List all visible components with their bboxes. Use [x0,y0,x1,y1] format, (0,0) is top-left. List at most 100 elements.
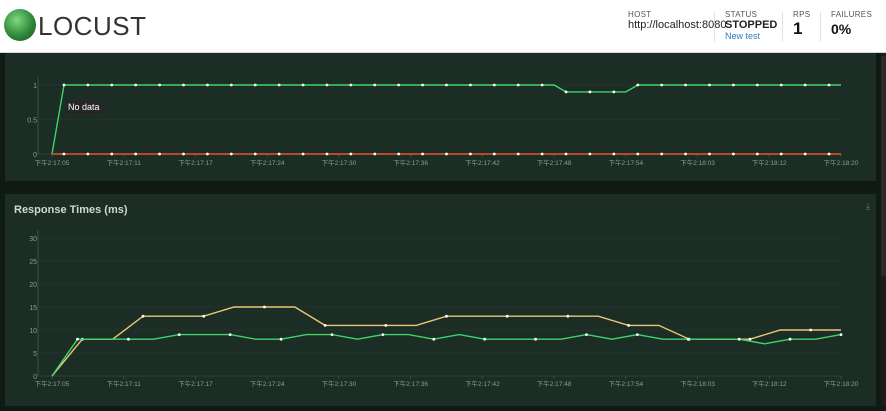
host-stat: HOST http://localhost:8080 [628,10,726,31]
header-divider [820,12,821,42]
x-tick-label: 下午2:17:24 [250,158,285,167]
data-point [384,324,388,327]
rps-chart: 0 0.5 1 下午2:17:05 下午2:17:11 下午2:17:17 下午2:17:2… [27,77,859,167]
y-tick-label: 0 [33,152,37,159]
data-point [421,83,424,87]
x-tick-label: 下午2:17:30 [322,379,357,388]
data-point [325,152,329,156]
new-test-link[interactable]: New test [725,31,761,41]
data-point [540,152,544,156]
chart-title: Response Times (ms) [14,204,128,216]
x-tick-label: 下午2:17:36 [393,379,428,388]
data-point [588,152,592,156]
data-point [827,83,831,87]
data-point [349,83,353,87]
x-tick-label: 下午2:17:11 [107,379,142,388]
data-point [421,152,424,156]
data-point [564,90,568,94]
scrollbar-thumb[interactable] [881,56,886,276]
x-tick-label: 下午2:17:48 [537,379,572,388]
rps-chart-panel: 0 0.5 1 下午2:17:05 下午2:17:11 下午2:17:17 下午2:17:2… [5,53,876,181]
response-times-chart: 0 5 10 15 20 25 30 下午2:17:05 下午2:17:11 下午2:17:17 下… [29,230,859,388]
data-point [445,314,448,318]
data-point [748,337,752,341]
locust-logo-icon [4,9,36,41]
data-point [206,152,209,156]
rps-label: RPS [793,10,811,19]
host-value: http://localhost:8080 [628,19,727,31]
data-point [432,337,436,341]
data-point [279,337,283,341]
data-point [158,152,161,156]
rps-value: 1 [793,19,803,38]
header-divider [782,12,783,42]
data-point [566,314,570,318]
data-point [516,152,520,156]
data-point [660,152,664,156]
data-point [182,83,185,87]
data-point [505,314,509,318]
data-point [277,152,281,156]
y-tick-label: 0.5 [27,118,37,125]
download-icon[interactable]: ⤓ [866,201,870,211]
data-point [708,152,711,156]
data-point [827,152,831,156]
x-tick-label: 下午2:17:48 [537,158,572,167]
data-point [349,152,353,156]
x-tick-label: 下午2:18:20 [824,379,859,388]
data-point [202,314,206,318]
x-tick-label: 下午2:18:03 [680,158,715,167]
data-point [534,337,537,341]
failures-value: 0% [831,21,852,37]
x-tick-label: 下午2:17:17 [178,379,213,388]
data-point [445,152,448,156]
y-tick-label: 25 [29,259,37,266]
data-point [86,152,90,156]
data-point [684,152,687,156]
data-point [445,83,448,87]
x-tick-label: 下午2:18:12 [752,158,787,167]
data-point [737,337,741,341]
data-point [839,333,843,336]
data-point [86,83,90,87]
data-point [373,83,377,87]
data-point [253,152,257,156]
data-point [732,152,735,156]
y-tick-label: 1 [33,83,37,90]
data-point [110,152,114,156]
data-point [62,83,66,87]
x-tick-label: 下午2:17:30 [322,158,357,167]
data-point [755,152,759,156]
data-point [708,83,711,87]
data-point [177,333,181,336]
x-tick-label: 下午2:17:42 [465,158,500,167]
data-point [469,83,472,87]
rps-stat: RPS 1 [793,10,810,39]
y-tick-label: 15 [29,305,37,312]
data-point [516,83,520,87]
data-point [483,337,487,341]
data-point [141,314,145,318]
data-point [660,83,664,87]
status-label: STATUS [725,10,758,19]
data-point [110,83,114,87]
data-point [182,152,185,156]
data-point [126,337,130,341]
data-point [323,324,327,327]
data-point [381,333,385,336]
data-point [636,152,640,156]
data-point [612,90,616,94]
data-point [229,152,233,156]
x-tick-label: 下午2:18:12 [752,379,787,388]
data-point [788,337,792,341]
data-point [585,333,588,336]
data-point [636,83,640,87]
header-divider [714,12,715,42]
x-tick-label: 下午2:17:05 [35,379,70,388]
data-point [253,83,257,87]
data-point [779,152,783,156]
data-point [206,83,209,87]
data-point [330,333,334,336]
data-point [686,337,690,341]
